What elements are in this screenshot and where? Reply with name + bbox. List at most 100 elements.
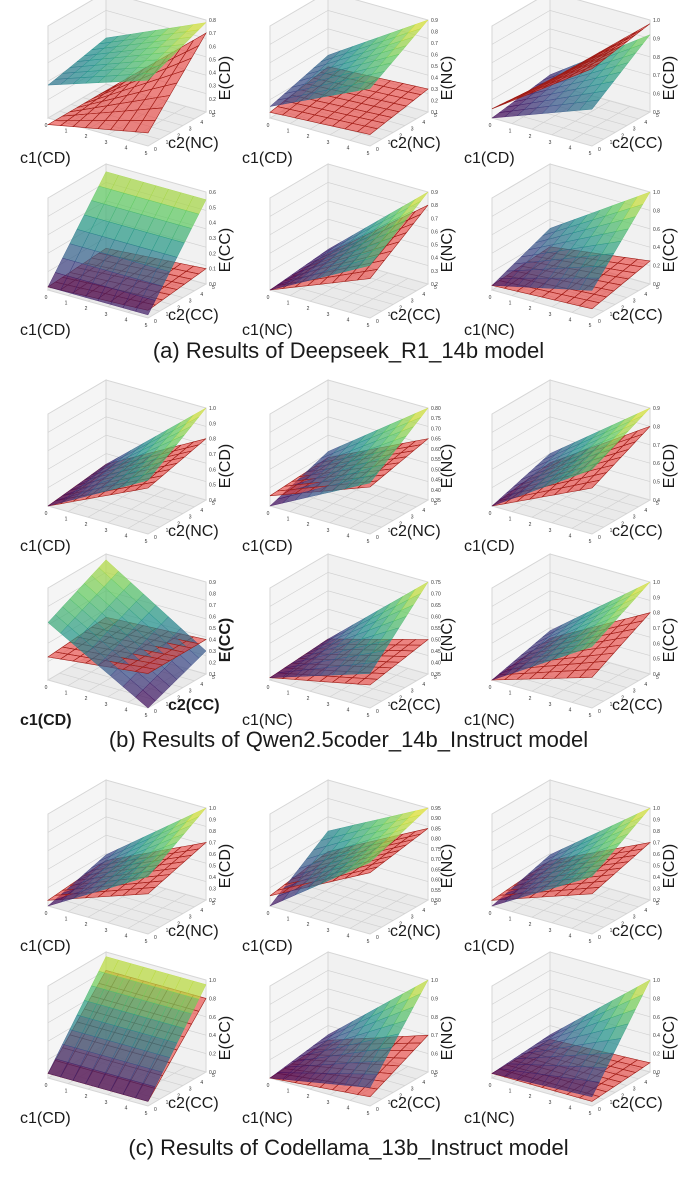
- z-tick-label: 0.7: [653, 841, 660, 847]
- surface-plot-c1: 0123450123450.20.30.40.50.60.70.80.91.0c…: [20, 779, 234, 955]
- y-axis-label: c2(NC): [168, 923, 219, 940]
- y-tick-label: 4: [200, 908, 203, 914]
- x-axis-label: c1(CD): [464, 938, 515, 955]
- plane-cell: [578, 299, 600, 310]
- z-axis-label: E(CC): [217, 1016, 234, 1060]
- z-tick-label: 0.3: [209, 887, 216, 893]
- y-tick-label: 0: [376, 935, 379, 941]
- surface-cell: [579, 277, 600, 291]
- x-axis-label: c1(CD): [464, 150, 515, 167]
- x-axis-label: c1(NC): [242, 712, 293, 729]
- z-tick-label: 0.6: [653, 852, 660, 858]
- y-tick-label: 3: [189, 299, 192, 305]
- x-tick-label: 3: [105, 928, 108, 934]
- plane-cell: [357, 866, 378, 876]
- x-tick-label: 4: [347, 933, 350, 939]
- z-tick-label: 0.5: [653, 110, 660, 116]
- x-tick-label: 1: [509, 517, 512, 523]
- z-tick-label: 0.3: [653, 887, 660, 893]
- y-tick-label: 3: [189, 1087, 192, 1093]
- y-tick-label: 4: [200, 292, 203, 298]
- z-tick-label: 0.7: [431, 41, 438, 47]
- z-tick-label: 0.4: [653, 672, 660, 678]
- y-tick-label: 1: [166, 928, 169, 934]
- surface-cell: [135, 296, 156, 316]
- y-tick-label: 2: [399, 133, 402, 139]
- y-tick-label: 5: [656, 675, 659, 681]
- x-tick-label: 0: [489, 511, 492, 517]
- x-tick-label: 5: [367, 539, 370, 545]
- z-tick-label: 0.6: [209, 852, 216, 858]
- y-tick-label: 1: [610, 928, 613, 934]
- y-tick-label: 0: [598, 319, 601, 325]
- x-tick-label: 0: [267, 295, 270, 301]
- x-tick-label: 5: [589, 323, 592, 329]
- plane-cell: [578, 479, 601, 491]
- y-axis-label: c2(CC): [612, 1095, 663, 1112]
- z-tick-label: 0.7: [209, 603, 216, 609]
- plane-cell: [356, 268, 379, 281]
- z-tick-label: 0.4: [653, 245, 660, 251]
- y-axis-label: c2(CC): [612, 923, 663, 940]
- x-tick-label: 1: [287, 1089, 290, 1095]
- x-tick-label: 4: [347, 533, 350, 539]
- x-tick-label: 2: [307, 522, 310, 528]
- y-tick-label: 1: [166, 702, 169, 708]
- x-axis-label: c1(CD): [242, 938, 293, 955]
- y-tick-label: 1: [388, 1100, 391, 1106]
- z-tick-label: 0.7: [653, 73, 660, 79]
- y-tick-label: 0: [376, 709, 379, 715]
- z-tick-label: 0.7: [431, 1033, 438, 1039]
- y-tick-label: 1: [610, 1100, 613, 1106]
- z-tick-label: 0.8: [653, 829, 660, 835]
- y-tick-label: 3: [633, 689, 636, 695]
- z-tick-label: 0.3: [209, 84, 216, 90]
- z-tick-label: 0.2: [209, 251, 216, 257]
- y-axis-label: c2(CC): [168, 1095, 219, 1112]
- y-tick-label: 2: [621, 695, 624, 701]
- y-axis-label: c2(NC): [390, 523, 441, 540]
- x-tick-label: 1: [65, 691, 68, 697]
- z-axis-label: E(NC): [439, 56, 456, 100]
- z-tick-label: 0.9: [431, 190, 438, 196]
- y-tick-label: 0: [376, 319, 379, 325]
- z-tick-label: 0.2: [431, 282, 438, 288]
- y-axis-label: c2(CC): [168, 697, 220, 714]
- z-tick-label: 0.55: [431, 888, 441, 894]
- x-tick-label: 3: [105, 1100, 108, 1106]
- x-tick-label: 5: [145, 151, 148, 157]
- z-tick-label: 0.7: [653, 626, 660, 632]
- x-tick-label: 4: [347, 1105, 350, 1111]
- surface-plot-b1: 0123450123450.40.50.60.70.80.91.0c1(CD)c…: [20, 379, 234, 555]
- z-tick-label: 0.1: [209, 672, 216, 678]
- y-tick-label: 4: [422, 120, 425, 126]
- z-tick-label: 0.2: [209, 661, 216, 667]
- z-tick-label: 0.1: [209, 267, 216, 273]
- z-tick-label: 0.65: [431, 867, 441, 873]
- x-tick-label: 1: [65, 517, 68, 523]
- y-tick-label: 2: [399, 305, 402, 311]
- y-tick-label: 5: [656, 901, 659, 907]
- surface-cell: [134, 470, 156, 484]
- z-tick-label: 0.9: [653, 406, 660, 412]
- z-tick-label: 0.6: [209, 1015, 216, 1021]
- y-tick-label: 2: [621, 921, 624, 927]
- plane-cell: [578, 668, 601, 679]
- z-tick-label: 0.95: [431, 806, 441, 812]
- x-tick-label: 2: [85, 1094, 88, 1100]
- z-tick-label: 0.4: [653, 498, 660, 504]
- x-tick-label: 2: [85, 306, 88, 312]
- z-tick-label: 0.5: [209, 483, 216, 489]
- x-tick-label: 2: [307, 134, 310, 140]
- z-tick-label: 0.3: [209, 236, 216, 242]
- x-tick-label: 5: [589, 1111, 592, 1117]
- x-tick-label: 1: [509, 301, 512, 307]
- x-tick-label: 4: [569, 533, 572, 539]
- z-tick-label: 0.2: [209, 898, 216, 904]
- z-tick-label: 0.50: [431, 467, 441, 473]
- y-tick-label: 4: [644, 292, 647, 298]
- x-tick-label: 4: [125, 533, 128, 539]
- z-tick-label: 1.0: [653, 806, 660, 812]
- surface-plot-b2: 0123450123450.350.400.450.500.550.600.65…: [242, 379, 456, 555]
